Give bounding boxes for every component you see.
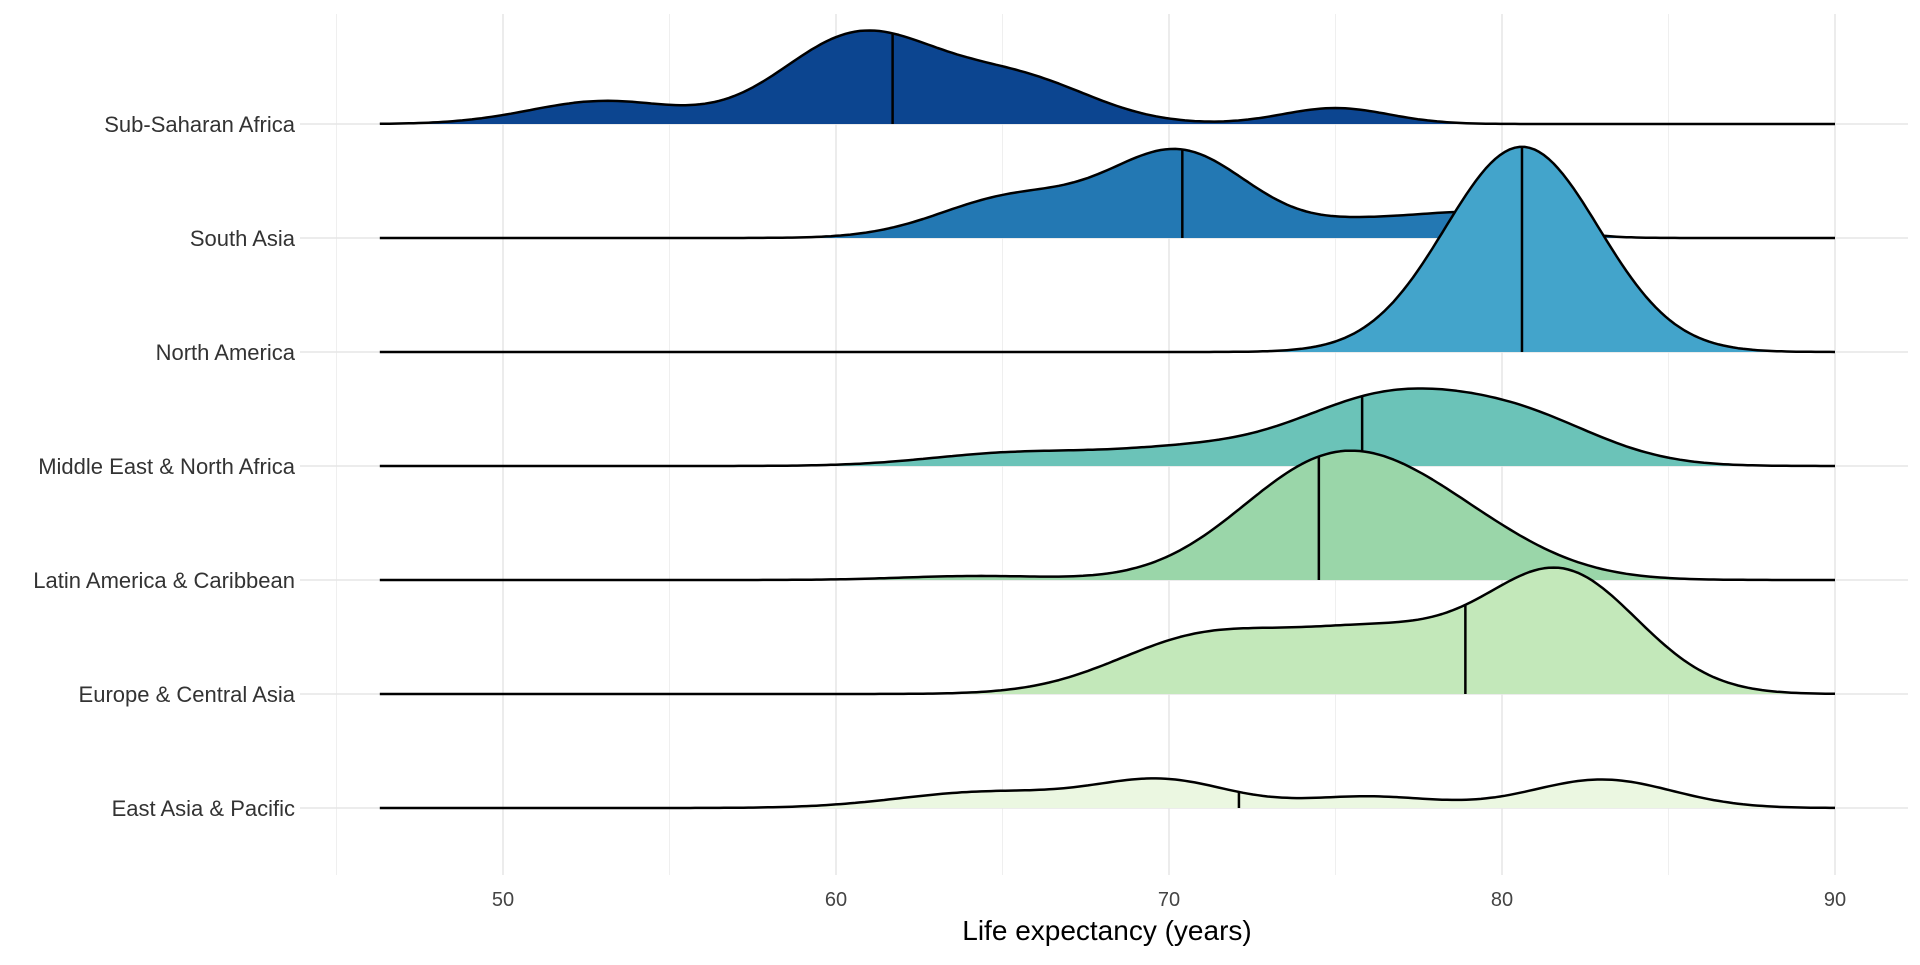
ridge-outline	[379, 29, 1835, 126]
ridge-outline	[379, 566, 1836, 696]
y-label: Europe & Central Asia	[79, 682, 296, 707]
y-axis-labels: East Asia & Pacific Europe & Central Asia…	[33, 112, 295, 821]
y-label: Latin America & Caribbean	[33, 568, 295, 593]
ridge-fill	[379, 146, 1835, 352]
x-axis-title: Life expectancy (years)	[962, 915, 1251, 946]
x-tick-label: 60	[825, 889, 847, 911]
ridge-north-america	[379, 145, 1836, 354]
ridge-fill	[379, 388, 1835, 466]
x-tick-label: 90	[1824, 889, 1846, 911]
ridge-outline	[379, 387, 1835, 468]
ridge-europe-central-asia	[379, 566, 1836, 696]
ridge-outline	[379, 777, 1835, 810]
ridge-south-asia	[379, 147, 1835, 240]
ridge-fill	[379, 567, 1835, 694]
ridge-fill	[379, 450, 1835, 580]
y-label: North America	[156, 340, 296, 365]
y-label: Sub-Saharan Africa	[104, 112, 296, 137]
ridge-outline	[379, 145, 1836, 354]
ridges	[379, 29, 1836, 810]
x-tick-label: 50	[492, 889, 514, 911]
y-label: South Asia	[190, 226, 296, 251]
y-label: Middle East & North Africa	[38, 454, 296, 479]
x-tick-label: 70	[1158, 889, 1180, 911]
ridge-fill	[379, 30, 1835, 124]
x-axis-ticks: 50 60 70 80 90	[492, 889, 1846, 911]
ridge-latin-america-caribbean	[379, 449, 1835, 582]
ridge-east-asia-pacific	[379, 777, 1835, 810]
ridge-outline	[379, 449, 1835, 582]
ridge-fill	[379, 148, 1835, 238]
x-tick-label: 80	[1491, 889, 1513, 911]
ridge-sub-saharan-africa	[379, 29, 1835, 126]
y-label: East Asia & Pacific	[112, 796, 295, 821]
ridge-middle-east-north-africa	[379, 387, 1835, 468]
